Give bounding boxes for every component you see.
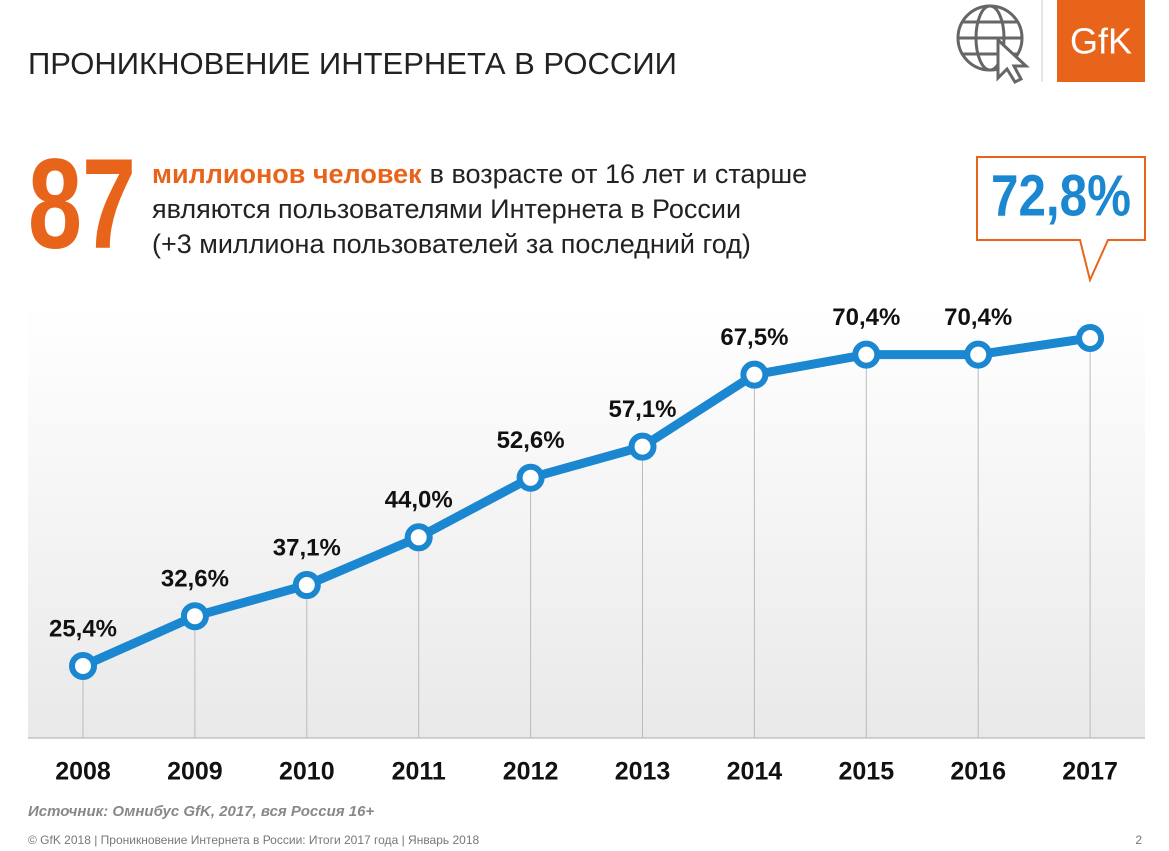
source-note: Источник: Омнибус GfK, 2017, вся Россия … (28, 803, 374, 820)
data-point (628, 432, 657, 461)
globe-icon (956, 4, 1030, 84)
data-line (81, 333, 1091, 671)
data-label: 67,5% (720, 324, 788, 351)
data-label: 70,4% (944, 304, 1012, 331)
data-point (516, 463, 545, 492)
data-point (740, 360, 769, 389)
headline-text: в возрасте от 16 лет и старше (430, 159, 808, 189)
data-point (852, 340, 881, 369)
data-point (1076, 323, 1105, 352)
big-number: 87 (28, 133, 136, 276)
x-tick-label: 2017 (1062, 758, 1118, 786)
data-point (180, 602, 209, 631)
data-label: 57,1% (608, 396, 676, 423)
x-tick-label: 2011 (392, 758, 446, 786)
data-point (964, 340, 993, 369)
x-tick-label: 2010 (279, 758, 335, 786)
x-tick-label: 2013 (615, 758, 671, 786)
logo-box (1057, 0, 1145, 82)
x-tick-label: 2012 (503, 758, 559, 786)
x-tick-label: 2016 (950, 758, 1006, 786)
x-tick-label: 2008 (55, 758, 111, 786)
page-number: 2 (1135, 833, 1142, 847)
data-label: 70,4% (832, 304, 900, 331)
data-label: 52,6% (497, 427, 565, 454)
data-label: 37,1% (273, 534, 341, 561)
callout (976, 156, 1146, 284)
data-point (292, 571, 321, 600)
logo-text: GfK (1070, 21, 1132, 62)
x-tick-label: 2015 (838, 758, 894, 786)
headline-line: миллионов человек в возрасте от 16 лет и … (152, 159, 807, 189)
data-label: 25,4% (49, 615, 117, 642)
slide-title: ПРОНИКНОВЕНИЕ ИНТЕРНЕТА В РОССИИ (28, 46, 677, 81)
footer-text: © GfK 2018 | Проникновение Интернета в Р… (28, 833, 480, 847)
data-label: 44,0% (385, 487, 453, 514)
data-label: 32,6% (161, 566, 229, 593)
data-point (69, 652, 97, 681)
headline-highlight: миллионов человек (152, 159, 422, 189)
callout-value: 72,8% (991, 163, 1131, 228)
data-point (404, 523, 433, 552)
x-tick-label: 2009 (167, 758, 223, 786)
plot-background (28, 305, 1145, 738)
headline-line: являются пользователями Интернета в Росс… (152, 194, 741, 224)
x-tick-label: 2014 (727, 758, 783, 786)
headline-line: (+3 миллиона пользователей за последний … (152, 229, 751, 259)
plot: 25,4% 32,6% 37,1% 44,0% 52,6% 57,1% 67,5% 70,4%… (49, 163, 1131, 785)
